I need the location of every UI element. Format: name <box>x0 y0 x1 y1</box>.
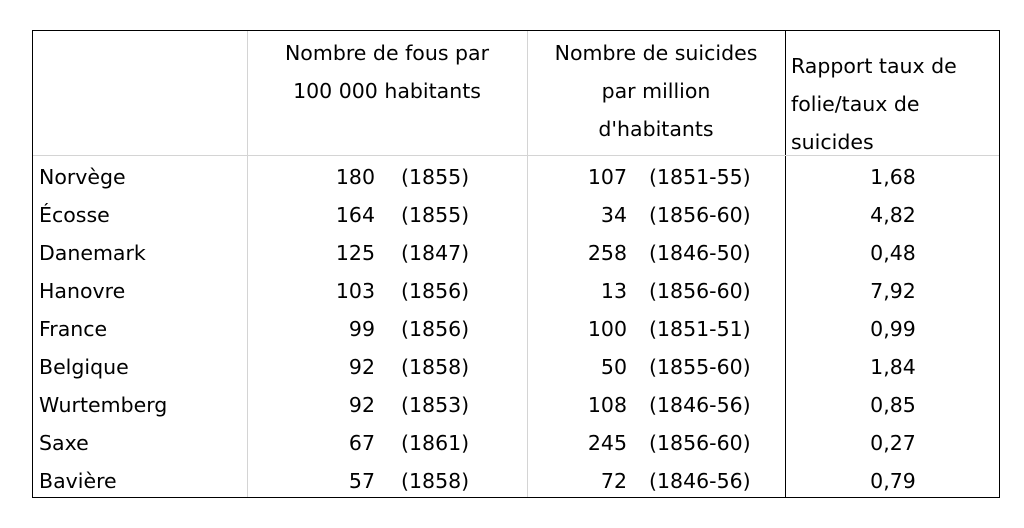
fous-year-cell: (1856) <box>401 279 470 303</box>
ratio-cell: 1,68 <box>870 165 916 189</box>
column-divider <box>247 31 248 497</box>
suicides-value-cell: 50 <box>600 355 627 379</box>
fous-value-cell: 99 <box>348 317 375 341</box>
country-cell: Belgique <box>39 355 129 379</box>
suicides-years-cell: (1856-60) <box>649 431 751 455</box>
suicides-years-cell: (1856-60) <box>649 279 751 303</box>
fous-value-cell: 164 <box>335 203 375 227</box>
ratio-cell: 0,48 <box>870 241 916 265</box>
table-row: France 99 (1856) 100 (1851-51) 0,99 <box>33 310 999 348</box>
suicides-years-cell: (1846-56) <box>649 393 751 417</box>
suicides-years-cell: (1846-56) <box>649 469 751 493</box>
column-divider <box>527 31 528 497</box>
header-divider <box>247 155 787 156</box>
country-cell: Écosse <box>39 203 110 227</box>
header-suicides-line: Nombre de suicides <box>554 41 758 65</box>
fous-year-cell: (1855) <box>401 203 470 227</box>
ratio-cell: 0,99 <box>870 317 916 341</box>
suicides-value-cell: 245 <box>587 431 627 455</box>
fous-value-cell: 180 <box>335 165 375 189</box>
suicides-value-cell: 107 <box>587 165 627 189</box>
fous-year-cell: (1858) <box>401 355 470 379</box>
fous-value-cell: 57 <box>348 469 375 493</box>
suicides-years-cell: (1846-50) <box>649 241 751 265</box>
suicides-value-cell: 108 <box>587 393 627 417</box>
header-fous: Nombre de fous par 100 000 habitants <box>249 34 525 110</box>
header-fous-line: Nombre de fous par <box>284 41 490 65</box>
table-row: Norvège 180 (1855) 107 (1851-55) 1,68 <box>33 158 999 196</box>
header-suicides: Nombre de suicides par million d'habitan… <box>527 34 785 148</box>
table-row: Belgique 92 (1858) 50 (1855-60) 1,84 <box>33 348 999 386</box>
ratio-cell: 0,79 <box>870 469 916 493</box>
table-row: Hanovre 103 (1856) 13 (1856-60) 7,92 <box>33 272 999 310</box>
country-cell: Saxe <box>39 431 89 455</box>
suicides-years-cell: (1851-51) <box>649 317 751 341</box>
country-cell: Wurtemberg <box>39 393 168 417</box>
ratio-cell: 1,84 <box>870 355 916 379</box>
suicides-value-cell: 258 <box>587 241 627 265</box>
header-ratio-line: Rapport taux de <box>791 54 957 78</box>
table-row: Bavière 57 (1858) 72 (1846-56) 0,79 <box>33 462 999 500</box>
header-suicides-line: d'habitants <box>598 117 714 141</box>
header-divider <box>787 155 999 156</box>
ratio-cell: 7,92 <box>870 279 916 303</box>
ratio-cell: 0,85 <box>870 393 916 417</box>
table-row: Wurtemberg 92 (1853) 108 (1846-56) 0,85 <box>33 386 999 424</box>
country-cell: Danemark <box>39 241 146 265</box>
header-fous-line: 100 000 habitants <box>293 79 481 103</box>
country-cell: France <box>39 317 108 341</box>
ratio-cell: 0,27 <box>870 431 916 455</box>
fous-year-cell: (1855) <box>401 165 470 189</box>
fous-year-cell: (1861) <box>401 431 470 455</box>
fous-year-cell: (1856) <box>401 317 470 341</box>
header-suicides-line: par million <box>601 79 711 103</box>
suicides-years-cell: (1855-60) <box>649 355 751 379</box>
country-cell: Hanovre <box>39 279 126 303</box>
header-ratio: Rapport taux de folie/taux de suicides <box>791 47 997 161</box>
column-divider <box>785 31 786 497</box>
data-table: Nombre de fous par 100 000 habitants Nom… <box>32 30 1000 498</box>
country-cell: Norvège <box>39 165 126 189</box>
table-row: Saxe 67 (1861) 245 (1856-60) 0,27 <box>33 424 999 462</box>
fous-year-cell: (1858) <box>401 469 470 493</box>
suicides-value-cell: 34 <box>600 203 627 227</box>
fous-year-cell: (1853) <box>401 393 470 417</box>
suicides-value-cell: 100 <box>587 317 627 341</box>
fous-value-cell: 92 <box>348 355 375 379</box>
suicides-years-cell: (1856-60) <box>649 203 751 227</box>
suicides-value-cell: 13 <box>600 279 627 303</box>
table-row: Danemark 125 (1847) 258 (1846-50) 0,48 <box>33 234 999 272</box>
fous-year-cell: (1847) <box>401 241 470 265</box>
fous-value-cell: 92 <box>348 393 375 417</box>
fous-value-cell: 67 <box>348 431 375 455</box>
header-ratio-line: suicides <box>791 130 874 154</box>
table-row: Écosse 164 (1855) 34 (1856-60) 4,82 <box>33 196 999 234</box>
suicides-value-cell: 72 <box>600 469 627 493</box>
header-ratio-line: folie/taux de <box>791 92 920 116</box>
suicides-years-cell: (1851-55) <box>649 165 751 189</box>
ratio-cell: 4,82 <box>870 203 916 227</box>
fous-value-cell: 125 <box>335 241 375 265</box>
country-cell: Bavière <box>39 469 117 493</box>
header-divider <box>33 155 247 156</box>
fous-value-cell: 103 <box>335 279 375 303</box>
